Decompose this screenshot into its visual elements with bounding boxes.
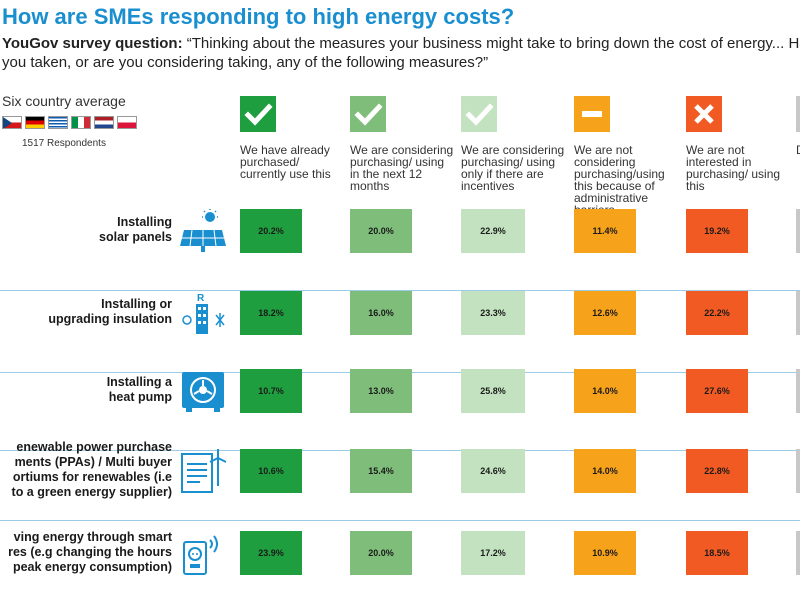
check-icon (461, 96, 497, 132)
flag-greece-icon (48, 116, 68, 129)
row-label: Installing a heat pump (0, 375, 172, 405)
column-header-label: We have already purchased/ currently use… (240, 143, 331, 181)
row-label-line: upgrading insulation (48, 312, 172, 326)
question-prefix: YouGov survey question: (2, 35, 183, 52)
cross-icon (686, 96, 722, 132)
check-icon (240, 96, 276, 132)
row-label-line: solar panels (99, 230, 172, 244)
data-cell: 23.3% (461, 291, 525, 335)
data-cell: 22.2% (686, 291, 748, 335)
data-cell: 14.0% (574, 369, 636, 413)
data-cell: 18.2% (240, 291, 302, 335)
data-cell: 27.6% (686, 369, 748, 413)
data-cell: 10.7% (240, 369, 302, 413)
data-cell: 10.9% (574, 531, 636, 575)
row-label-line: enewable power purchase (16, 440, 172, 454)
row-separator (0, 520, 800, 521)
question-text: “Thinking about the measures your busine… (2, 35, 800, 71)
ppa-document-icon (180, 448, 227, 494)
column-header-label: We are considering purchasing/ using in … (350, 143, 454, 193)
solar-panel-icon (180, 208, 226, 254)
data-cell-grey (796, 531, 800, 575)
column-header-label: We are considering purchasing/ using onl… (461, 143, 565, 193)
row-label-line: Installing (117, 215, 172, 229)
data-cell: 23.9% (240, 531, 302, 575)
data-cell: 17.2% (461, 531, 525, 575)
data-cell: 11.4% (574, 209, 636, 253)
row-separator (0, 290, 800, 291)
column-header-label: We are not interested in purchasing/ usi… (686, 143, 781, 193)
row-label-line: to a green energy supplier) (11, 485, 172, 499)
flag-czech-icon (2, 116, 22, 129)
row-label: ving energy through smart res (e.g changi… (0, 530, 172, 575)
page-title: How are SMEs responding to high energy c… (2, 4, 515, 29)
data-cell: 22.9% (461, 209, 525, 253)
row-label-line: res (e.g changing the hours (8, 544, 172, 559)
data-cell-grey (796, 209, 800, 253)
row-label-line: ortiums for renewables (i.e (12, 470, 172, 484)
average-label: Six country average (2, 93, 126, 109)
heat-pump-icon (180, 368, 226, 414)
column-header-label: D k (796, 144, 800, 156)
flag-poland-icon (117, 116, 137, 129)
insulation-icon: R (180, 290, 226, 336)
data-cell: 20.0% (350, 209, 412, 253)
data-cell: 20.2% (240, 209, 302, 253)
data-cell-grey (796, 291, 800, 335)
flag-netherlands-icon (94, 116, 114, 129)
data-cell: 18.5% (686, 531, 748, 575)
data-cell: 16.0% (350, 291, 412, 335)
svg-text:R: R (197, 293, 205, 304)
row-label-line: ments (PPAs) / Multi buyer (14, 455, 172, 469)
row-label: enewable power purchase ments (PPAs) / Mu… (0, 440, 172, 500)
data-cell: 20.0% (350, 531, 412, 575)
row-label-line: Installing a (106, 375, 172, 389)
data-cell: 19.2% (686, 209, 748, 253)
row-label: Installing solar panels (0, 215, 172, 245)
smart-plug-icon (180, 530, 226, 576)
data-cell: 13.0% (350, 369, 412, 413)
data-cell: 15.4% (350, 449, 412, 493)
data-cell: 10.6% (240, 449, 302, 493)
survey-question: YouGov survey question: “Thinking about … (2, 34, 800, 72)
row-label-line: ving energy through smart (13, 529, 172, 544)
check-icon (350, 96, 386, 132)
respondents-count: 1517 Respondents (22, 138, 106, 149)
column-header-label: We are not considering purchasing/using … (574, 143, 665, 216)
flag-italy-icon (71, 116, 91, 129)
data-cell: 24.6% (461, 449, 525, 493)
minus-icon (574, 96, 610, 132)
data-cell: 14.0% (574, 449, 636, 493)
row-label-line: peak energy consumption) (12, 559, 172, 574)
row-label-line: Installing or (101, 297, 172, 311)
country-flags (2, 116, 137, 129)
data-cell-grey (796, 449, 800, 493)
data-cell: 12.6% (574, 291, 636, 335)
flag-germany-icon (25, 116, 45, 129)
row-label: Installing or upgrading insulation (0, 297, 172, 327)
data-cell: 22.8% (686, 449, 748, 493)
data-cell-grey (796, 369, 800, 413)
row-label-line: heat pump (108, 390, 172, 404)
grey-icon (796, 96, 800, 132)
data-cell: 25.8% (461, 369, 525, 413)
